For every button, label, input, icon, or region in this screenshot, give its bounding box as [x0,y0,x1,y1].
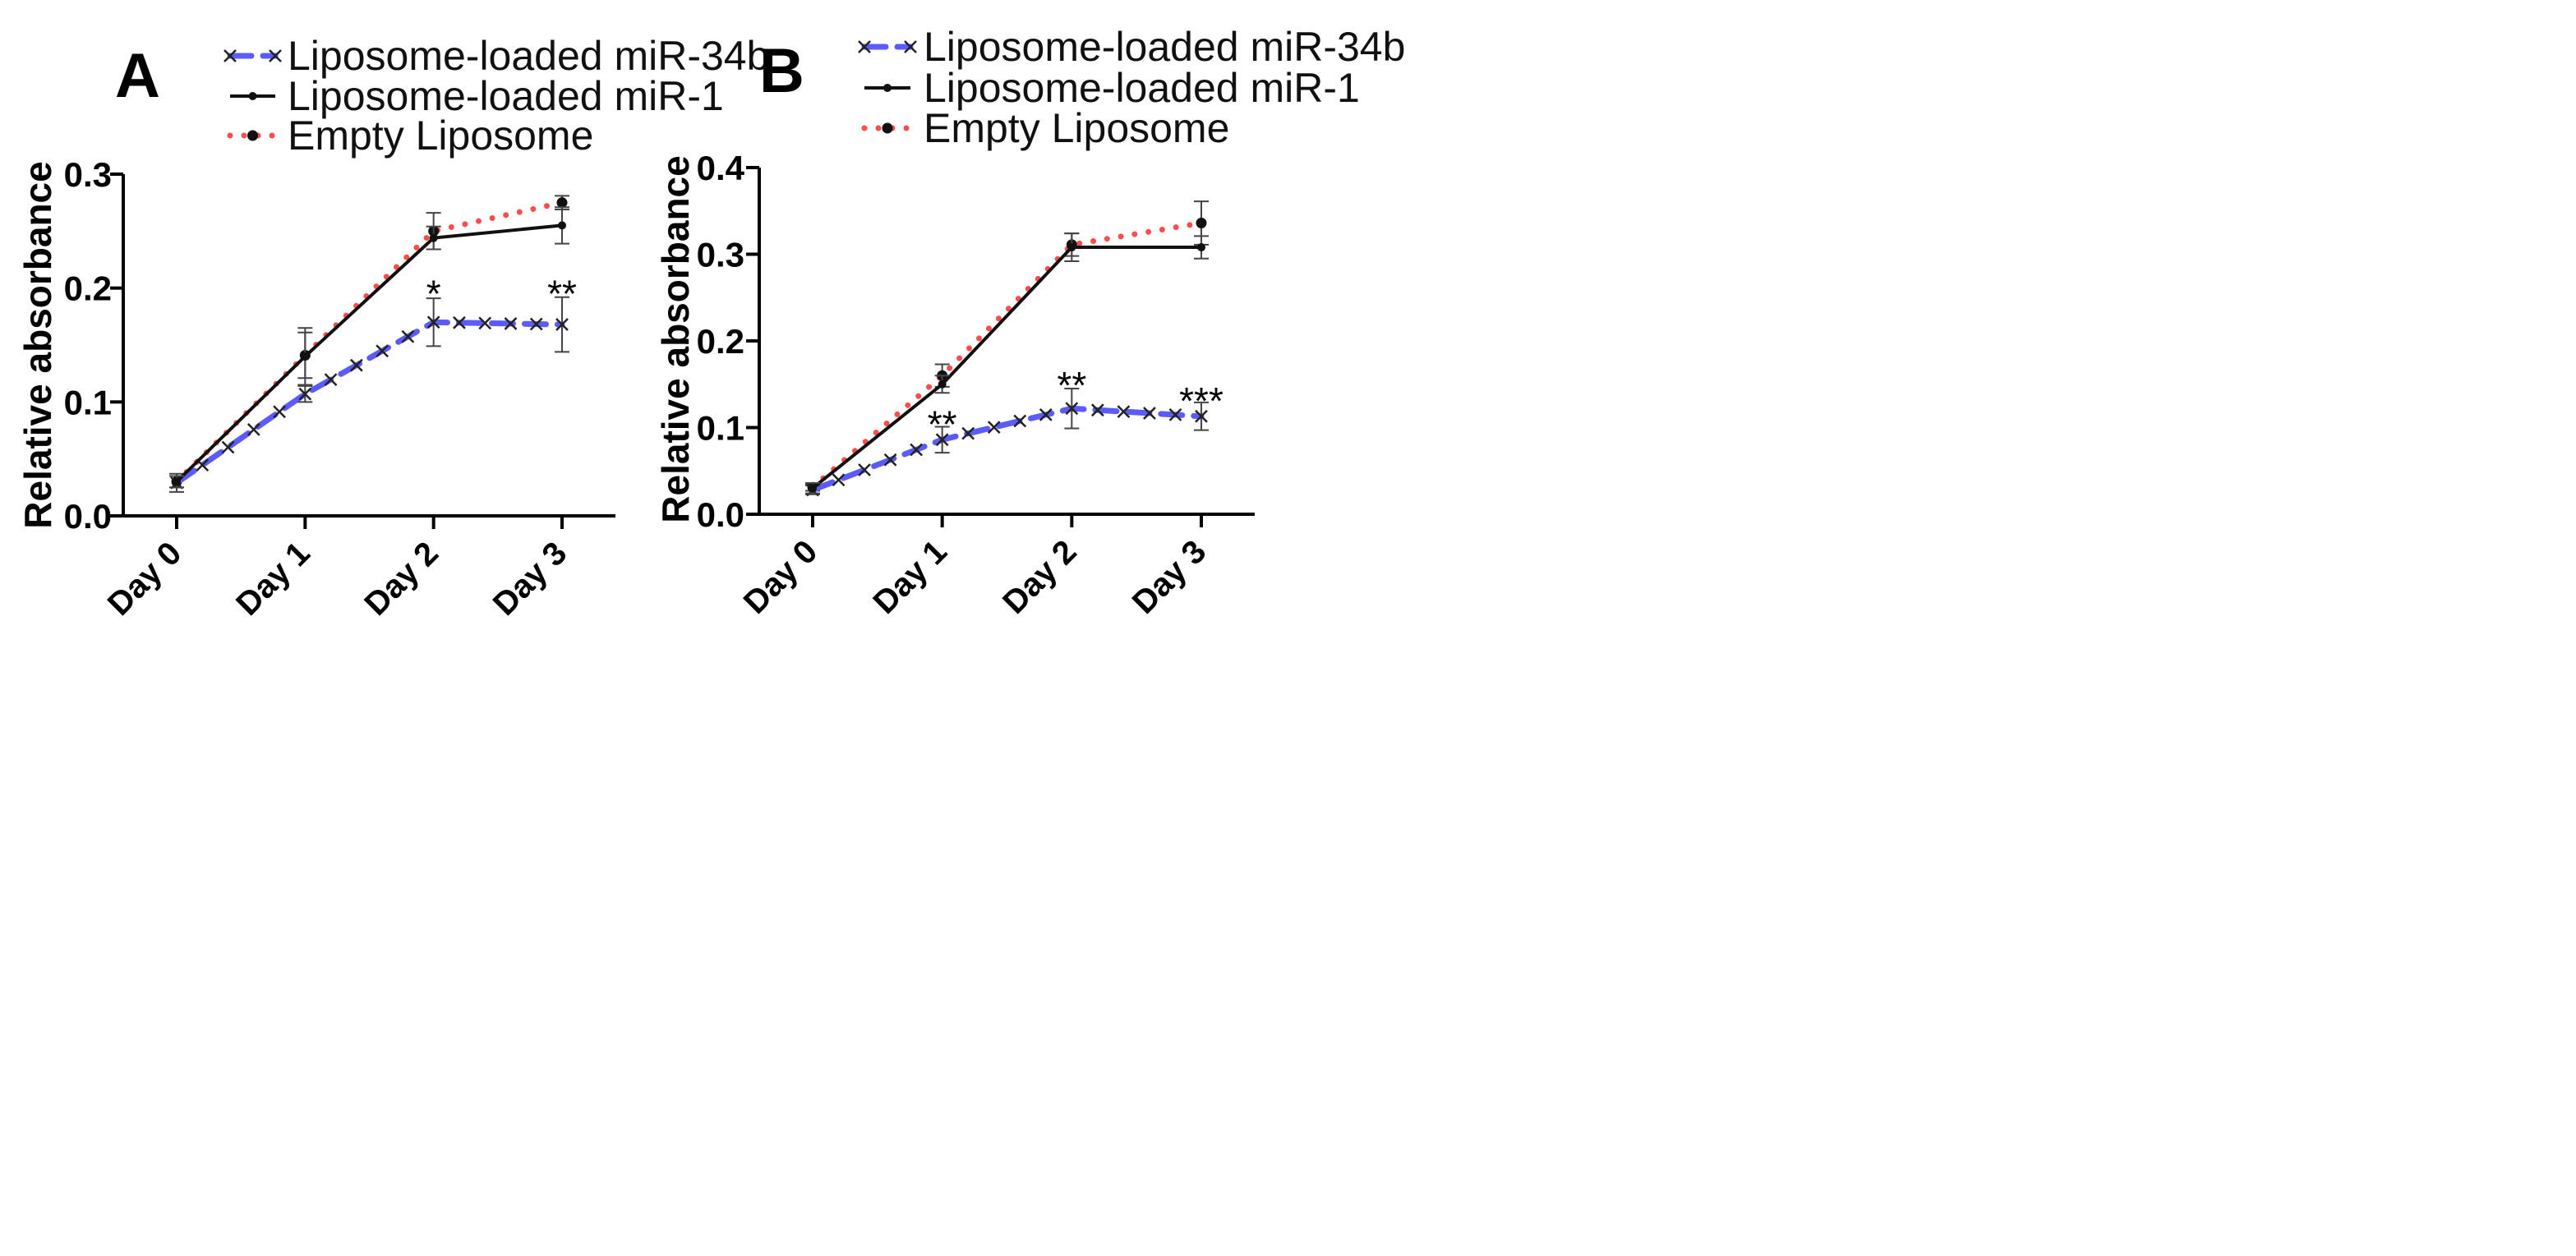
data-point [301,352,310,361]
data-point [556,197,568,209]
y-tick-label: 0.0 [64,497,112,536]
series-line-marker [504,317,518,330]
x-tick-label: Day 0 [101,535,189,623]
legend-marker [248,92,257,100]
y-tick-label: 0.4 [697,149,745,187]
series-line-marker [324,373,338,387]
series-line-marker [273,405,286,419]
series-line-marker [529,317,543,331]
significance-mark: ** [928,403,957,445]
data-point [173,477,181,486]
series-line-marker [858,463,871,476]
data-point [426,315,440,329]
y-axis-title: Relative absorbance [16,161,59,528]
significance-mark: ** [547,273,577,315]
series-line-marker [883,453,897,467]
x-tick-label: Day 3 [486,535,574,623]
legend-marker [269,49,282,62]
data-point [1195,409,1208,423]
series-line [809,405,1205,493]
panel-b: B 0.0 0.1 0.2 0.3 0.4 Day 0 Day 1 Day 2 Day 3 Rela… [654,24,1405,621]
series-line-marker [1143,407,1156,420]
series-line-marker [961,426,975,440]
legend-marker [882,122,893,134]
series-line-marker [1039,408,1053,421]
significance-mark: * [426,273,441,315]
significance-mark: *** [1179,380,1223,422]
y-tick-label: 0.3 [64,155,112,194]
x-tick-label: Day 0 [737,533,825,621]
series-0 [805,388,1209,497]
series-line-marker [247,423,260,436]
data-point [558,221,566,230]
data-point [1065,402,1079,416]
x-tick-label: Day 1 [866,533,954,621]
x-tick-label: Day 3 [1126,533,1214,621]
series-line [175,223,563,483]
panel-letter: B [759,36,804,106]
legend-label: Liposome-loaded miR-34b [924,24,1405,70]
data-point [1196,218,1207,229]
legend-label: Empty Liposome [924,105,1229,151]
series-line-marker [478,316,492,330]
y-tick-label: 0.1 [697,409,744,448]
panel-letter: A [115,41,160,111]
series-line-marker [1168,408,1182,421]
data-point [555,318,569,331]
data-point [938,380,947,389]
y-axis-title: Relative absorbance [654,155,697,522]
series-line-marker [376,344,389,358]
legend-label: Liposome-loaded miR-1 [288,73,724,119]
y-tick-label: 0.2 [64,269,112,308]
series-line [811,246,1201,490]
series-line [809,220,1205,490]
data-point [429,233,438,242]
series-line-marker [1013,414,1027,428]
series-line-marker [910,443,924,457]
series-1 [805,232,1209,495]
series-line-marker [349,358,363,372]
series-1 [169,206,569,489]
series-line-marker [221,440,235,454]
legend-marker [223,49,237,62]
y-tick-label: 0.3 [697,236,744,274]
legend-label: Empty Liposome [288,113,593,159]
legend-marker [904,40,917,53]
x-tick-label: Day 2 [357,535,445,623]
legend-marker [883,84,892,92]
data-point [298,387,312,401]
y-tick-label: 0.0 [697,495,744,534]
significance-mark: ** [1057,364,1086,407]
legend-label: Liposome-loaded miR-34b [288,33,769,79]
legend-marker [247,130,258,141]
data-point [809,484,817,493]
series-line-marker [453,315,466,329]
series-line [173,319,565,486]
series-line-marker [1117,405,1131,418]
y-tick-label: 0.1 [64,383,112,421]
data-point [1067,243,1076,252]
data-point [935,433,949,447]
series-line-marker [1090,403,1104,417]
series-line-marker [987,421,1001,434]
x-tick-label: Day 2 [996,533,1084,621]
x-tick-label: Day 1 [229,535,317,623]
series-line-marker [401,329,415,343]
legend-marker [858,40,871,53]
data-point [1197,243,1205,252]
series-0 [169,296,569,493]
series-line-marker [832,473,846,487]
legend-label: Liposome-loaded miR-1 [924,65,1360,111]
y-tick-label: 0.2 [697,322,744,361]
series-2 [805,200,1209,493]
